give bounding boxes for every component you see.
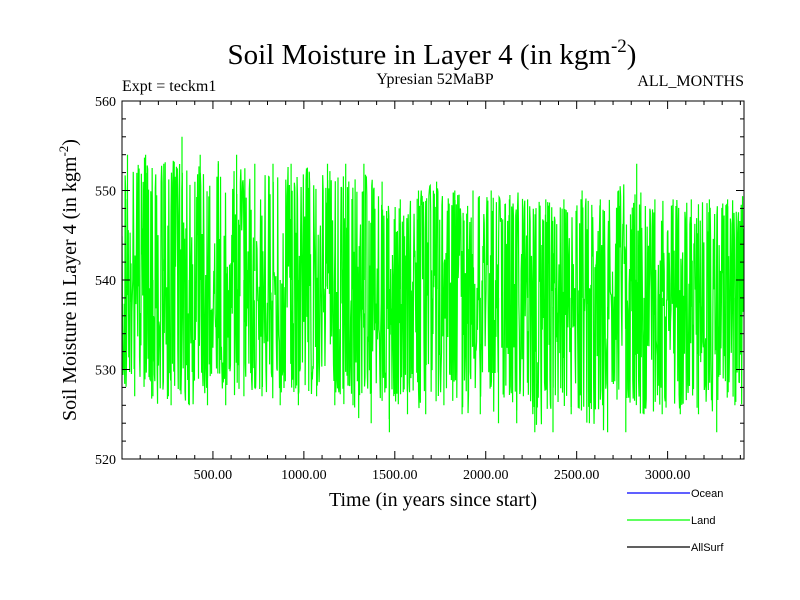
x-tick-label: 500.00 — [194, 468, 233, 483]
y-tick-label: 560 — [95, 95, 116, 110]
legend-label-ocean: Ocean — [691, 488, 723, 500]
legend-label-land: Land — [691, 515, 715, 527]
x-tick-label: 2500.00 — [554, 468, 600, 483]
x-tick-label: 2000.00 — [463, 468, 509, 483]
axis-ticks: 500.00 1000.00 1500.00 2000.00 2500.00 3000.0… — [95, 95, 744, 483]
series-extremes-land — [126, 136, 736, 433]
legend: Ocean Land AllSurf — [627, 488, 724, 554]
y-tick-label: 550 — [95, 185, 116, 200]
y-tick-label: 520 — [95, 453, 116, 468]
period-label: Ypresian 52MaBP — [376, 71, 493, 88]
chart-title-superscript: -2 — [611, 36, 627, 57]
y-tick-label: 530 — [95, 364, 116, 379]
chart-title: Soil Moisture in Layer 4 (in kgm-2) — [228, 36, 637, 71]
x-axis-label: Time (in years since start) — [329, 489, 537, 511]
x-tick-label: 1500.00 — [372, 468, 418, 483]
y-axis-label-superscript: -2 — [56, 146, 71, 157]
plot-area — [122, 136, 744, 433]
y-tick-label: 540 — [95, 274, 116, 289]
x-tick-label: 3000.00 — [645, 468, 691, 483]
months-label: ALL_MONTHS — [637, 73, 744, 90]
x-tick-label: 1000.00 — [281, 468, 327, 483]
legend-label-allsurf: AllSurf — [691, 542, 724, 554]
y-axis-label: Soil Moisture in Layer 4 (in kgm-2) — [56, 139, 81, 421]
series-line-land — [122, 157, 744, 431]
experiment-label: Expt = teckm1 — [122, 78, 216, 95]
